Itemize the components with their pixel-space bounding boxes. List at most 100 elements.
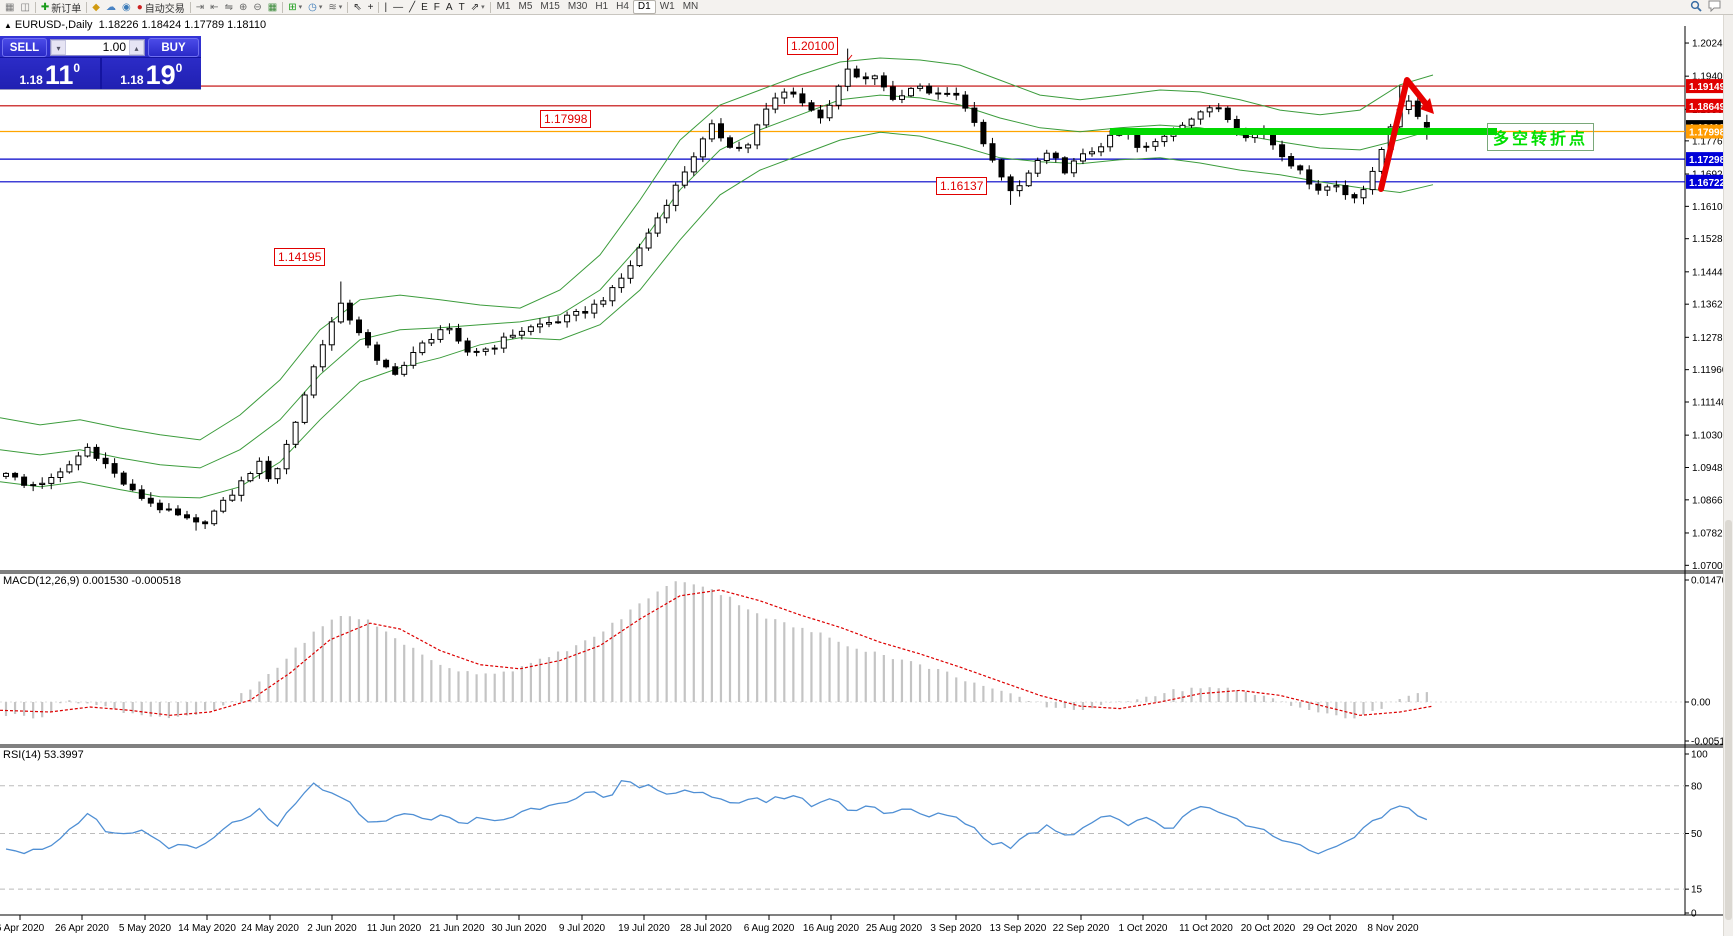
trendline-icon-glyph: ╱ — [409, 1, 416, 13]
shapes-icon[interactable]: ⇗ ▾ — [468, 1, 488, 14]
fibonacci-icon-glyph: E — [421, 1, 428, 13]
chart-shift-icon[interactable]: ⇋ — [222, 1, 236, 14]
date-tick-label: 3 Sep 2020 — [930, 923, 982, 934]
ask-price[interactable]: 1.18 19 0 — [102, 58, 202, 89]
horizontal-line-icon[interactable]: — — [390, 1, 406, 14]
new-order-button-glyph: ✚ — [40, 1, 50, 13]
new-window-icon[interactable]: ⊞ ▾ — [285, 1, 305, 14]
macd-tick-label: 0.014706 — [1691, 576, 1733, 587]
shift-end-icon[interactable]: ⇥ — [193, 1, 207, 14]
bid-price[interactable]: 1.18 11 0 — [0, 58, 100, 89]
price-badge — [1686, 98, 1725, 113]
text-icon[interactable]: A — [443, 1, 456, 14]
price-annotation-1-14195[interactable]: 1.14195 — [274, 248, 326, 266]
date-tick-label: 16 Aug 2020 — [803, 923, 860, 934]
timeframe-m1[interactable]: M1 — [496, 1, 511, 12]
rsi-tick-label: 80 — [1691, 781, 1703, 792]
price-tick-label: 1.11960 — [1692, 365, 1728, 376]
date-tick-label: 28 Jul 2020 — [680, 923, 732, 934]
community-icon[interactable]: ☁ — [103, 1, 119, 14]
chart-type-icon[interactable]: ≋ ▾ — [325, 1, 345, 14]
tile-windows-icon[interactable]: ▦ — [265, 1, 280, 14]
spike-reversal-arrow[interactable] — [1378, 77, 1429, 192]
volume-value[interactable]: 1.00 — [102, 40, 126, 54]
timeframe-h1[interactable]: H1 — [595, 1, 609, 12]
chat-icon[interactable] — [1708, 0, 1721, 15]
timeframe-m5[interactable]: M5 — [518, 1, 533, 12]
date-tick-label: 2 Jun 2020 — [307, 923, 357, 934]
macd-histogram — [0, 581, 1685, 719]
vertical-line-icon-glyph: | — [384, 1, 388, 13]
trendline-icon[interactable]: ╱ — [406, 1, 418, 14]
new-chart-icon[interactable]: ▦ — [2, 1, 17, 14]
crosshair-icon[interactable]: + — [365, 1, 377, 14]
scrollbar-thumb[interactable] — [1725, 520, 1732, 920]
support-zone-bar[interactable] — [1110, 128, 1497, 135]
vertical-scrollbar[interactable] — [1723, 0, 1733, 936]
price-annotation-1-17998[interactable]: 1.17998 — [540, 110, 592, 128]
timeframe-m30[interactable]: M30 — [567, 1, 588, 12]
date-tick-label: 8 Nov 2020 — [1367, 923, 1419, 934]
fibo-channel-icon[interactable]: F — [431, 1, 443, 14]
price-annotation-1-16137[interactable]: 1.16137 — [936, 177, 988, 195]
search-icon[interactable] — [1690, 0, 1702, 15]
one-click-trading-panel: SELL ▾ 1.00 ▴ BUY 1.18 11 0 1.18 19 0 — [0, 36, 201, 90]
vertical-line-icon[interactable]: | — [381, 1, 390, 14]
date-tick-label: 19 Jul 2020 — [618, 923, 670, 934]
clock-icon[interactable]: ◷ ▾ — [305, 1, 325, 14]
arrow-head — [1420, 98, 1434, 114]
fibonacci-icon[interactable]: E — [418, 1, 431, 14]
timeframe-m15[interactable]: M15 — [540, 1, 560, 12]
timeframe-w1[interactable]: W1 — [659, 1, 675, 12]
fibo-channel-icon-glyph: F — [433, 1, 440, 13]
timeframe-d1[interactable]: D1 — [632, 0, 656, 14]
ask-price-point: 0 — [175, 61, 183, 75]
profiles-icon-glyph: ◫ — [20, 1, 30, 13]
shapes-icon-caret[interactable]: ▾ — [481, 4, 485, 11]
volume-increase-button[interactable]: ▴ — [129, 40, 144, 55]
macd-signal-line — [0, 589, 1434, 716]
ask-price-prefix: 1.18 — [120, 73, 144, 87]
symbol-marker-icon[interactable]: ▲ — [4, 21, 12, 30]
price-badge-value: 1.16722 — [1689, 178, 1726, 189]
autotrade-button-label: 自动交易 — [144, 3, 185, 15]
shapes-icon-glyph: ⇗ — [470, 1, 480, 13]
clock-icon-caret[interactable]: ▾ — [318, 4, 323, 11]
price-tick-label: 1.07000 — [1692, 561, 1729, 572]
gold-icon[interactable]: ◆ — [89, 1, 103, 14]
timeframe-h4[interactable]: H4 — [616, 1, 629, 12]
autotrade-button-glyph: ● — [136, 1, 143, 13]
toolbar-separator — [282, 1, 284, 13]
price-badge — [1686, 79, 1725, 94]
chart-type-icon-caret[interactable]: ▾ — [338, 4, 343, 11]
date-tick-label: 29 Oct 2020 — [1303, 923, 1358, 934]
date-tick-label: 14 May 2020 — [178, 923, 236, 934]
date-tick-label: 11 Jun 2020 — [367, 923, 422, 934]
macd-indicator-label: MACD(12,26,9) 0.001530 -0.000518 — [3, 575, 181, 587]
rsi-panel — [5, 779, 1428, 855]
profiles-icon[interactable]: ◫ — [17, 1, 32, 14]
turning-point-label[interactable]: 多空转折点 — [1487, 123, 1595, 151]
auto-scroll-icon[interactable]: ⇤ — [207, 1, 221, 14]
toolbar-separator — [189, 1, 191, 13]
price-tick-label: 1.08660 — [1692, 495, 1729, 506]
price-tick-label: 1.13620 — [1692, 300, 1729, 311]
volume-stepper[interactable]: ▾ 1.00 ▴ — [50, 39, 145, 56]
cursor-icon[interactable]: ⇖ — [350, 1, 364, 14]
label-icon[interactable]: T — [456, 1, 468, 14]
buy-button[interactable]: BUY — [148, 38, 199, 57]
autotrade-button[interactable]: ● 自动交易 — [134, 1, 188, 15]
zoom-in-icon[interactable]: ⊕ — [236, 1, 250, 14]
volume-decrease-button[interactable]: ▾ — [51, 40, 66, 55]
new-window-icon-caret[interactable]: ▾ — [298, 4, 303, 11]
signal-icon[interactable]: ◉ — [119, 1, 134, 14]
toolbar-separator — [86, 1, 88, 13]
sell-button[interactable]: SELL — [2, 38, 47, 57]
price-annotation-1-20100[interactable]: 1.20100 — [787, 37, 839, 55]
signal-icon-glyph: ◉ — [122, 1, 131, 13]
chart-shift-icon-glyph: ⇋ — [224, 1, 233, 13]
new-order-button[interactable]: ✚ 新订单 — [38, 1, 84, 15]
zoom-out-icon[interactable]: ⊖ — [250, 1, 264, 14]
timeframe-mn[interactable]: MN — [682, 1, 699, 12]
